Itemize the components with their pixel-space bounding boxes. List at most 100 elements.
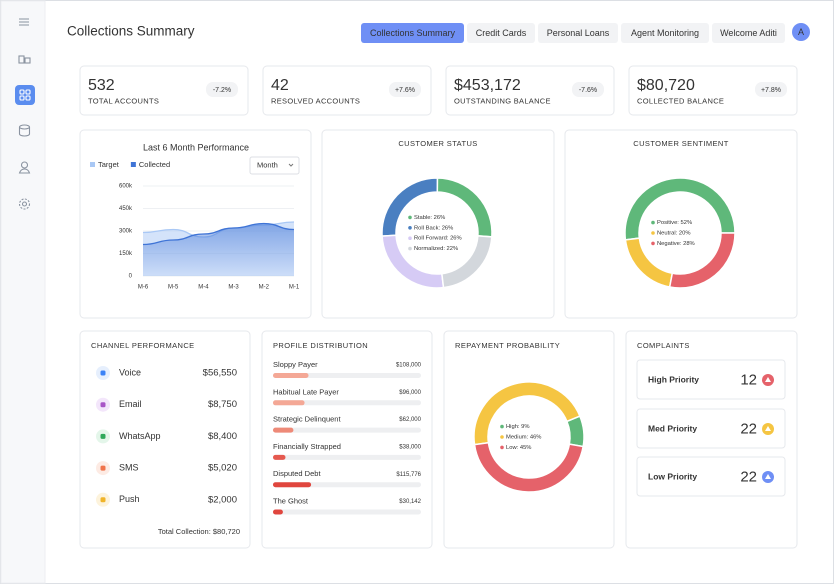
nav-icon[interactable] — [20, 161, 29, 169]
complaint-box — [636, 359, 786, 400]
section-title: COMPLAINTS — [637, 341, 690, 350]
profile-amount: $62,000 — [399, 417, 421, 423]
nav-icon[interactable] — [18, 198, 31, 210]
channel-name: Email — [119, 399, 142, 409]
dropdown[interactable] — [249, 156, 300, 175]
channel-name: Voice — [119, 367, 141, 377]
card — [261, 330, 433, 549]
legend-dot — [500, 424, 504, 429]
card — [628, 65, 798, 116]
donut-legend-label: Stable: 26% — [414, 215, 445, 221]
dropdown-caret[interactable] — [288, 163, 294, 167]
bar-track — [273, 373, 421, 378]
donut-legend-label: Positive: 52% — [657, 220, 692, 226]
x-tick-label: M-2 — [259, 285, 270, 291]
channel-amount: $56,550 — [203, 368, 237, 379]
legend-label: Collected — [139, 160, 170, 169]
bar-track — [273, 400, 421, 406]
y-tick-label: 150k — [119, 251, 133, 257]
tab-label[interactable]: Collections Summary — [370, 28, 456, 38]
channel-amount: $5,020 — [208, 463, 237, 474]
section-title: REPAYMENT PROBABILITY — [455, 341, 560, 350]
profile-name: Strategic Delinquent — [273, 415, 341, 424]
bar — [273, 400, 305, 406]
page-title: Collections Summary — [67, 24, 195, 39]
nav-active[interactable] — [15, 85, 35, 105]
profile-amount: $38,000 — [399, 444, 421, 450]
section-title: PROFILE DISTRIBUTION — [273, 341, 368, 350]
nav-icon[interactable] — [18, 55, 25, 64]
channel-amount: $8,400 — [208, 431, 237, 442]
avatar-initial[interactable]: A — [798, 27, 804, 37]
kpi-change-pill — [572, 82, 604, 97]
nav-icon[interactable] — [18, 127, 31, 137]
legend-dot — [651, 220, 655, 225]
kpi-value: $80,720 — [637, 77, 695, 94]
donut-legend-label: Normalized: 22% — [414, 246, 458, 252]
complaint-count: 12 — [740, 371, 757, 388]
bar — [273, 482, 312, 488]
profile-name: Disputed Debt — [273, 469, 321, 478]
tab[interactable] — [467, 23, 535, 43]
donut-legend-label: Neutral: 20% — [657, 231, 691, 237]
profile-name: Financially Strapped — [273, 442, 341, 451]
card — [79, 330, 251, 549]
tab-label[interactable]: Credit Cards — [476, 28, 527, 38]
channel-icon — [100, 370, 106, 376]
complaint-icon-glyph — [765, 377, 771, 382]
tab-label[interactable]: Personal Loans — [547, 28, 610, 38]
chart-title: Last 6 Month Performance — [143, 142, 249, 152]
bar — [273, 373, 309, 378]
bar-track — [273, 454, 421, 460]
tab[interactable] — [538, 23, 618, 43]
section-title: CHANNEL PERFORMANCE — [91, 341, 195, 350]
channel-name: WhatsApp — [119, 431, 161, 441]
channel-total: Total Collection: $80,720 — [158, 527, 240, 536]
card — [564, 129, 798, 319]
complaint-label: High Priority — [648, 374, 699, 384]
welcome: Welcome Aditi — [720, 28, 777, 38]
legend-swatch — [90, 162, 95, 167]
card — [262, 65, 432, 116]
legend-dot — [408, 226, 412, 230]
nav-icon[interactable] — [21, 201, 28, 207]
legend-label: Target — [98, 160, 120, 169]
bar-track — [273, 427, 421, 433]
legend-dot — [408, 215, 412, 220]
avatar[interactable] — [792, 23, 810, 41]
dropdown-label[interactable]: Month — [257, 160, 278, 169]
complaint-box — [636, 456, 786, 497]
channel-icon — [100, 465, 106, 471]
legend-dot — [408, 246, 412, 251]
tab[interactable] — [361, 23, 464, 43]
sidebar-icons[interactable] — [15, 18, 35, 210]
section-title: CUSTOMER SENTIMENT — [633, 139, 728, 148]
tab-label[interactable]: Agent Monitoring — [631, 28, 699, 38]
kpi-value: 42 — [271, 77, 289, 94]
profile-amount: $96,000 — [399, 390, 421, 396]
complaint-icon-glyph — [765, 426, 771, 431]
welcome-box — [712, 23, 785, 43]
bar — [273, 509, 283, 515]
kpi-value: $453,172 — [454, 77, 521, 94]
kpi-change: -7.2% — [213, 87, 231, 94]
channel-icon — [100, 497, 106, 503]
bar — [273, 454, 286, 460]
nav-icon[interactable] — [18, 168, 31, 174]
nav-icon[interactable] — [24, 57, 31, 64]
menu-icon[interactable] — [19, 18, 29, 26]
complaint-box — [636, 408, 786, 449]
profile-amount: $30,142 — [399, 499, 421, 505]
tab[interactable] — [621, 23, 709, 43]
profile-name: The Ghost — [273, 496, 309, 505]
complaint-count: 22 — [740, 468, 757, 485]
nav-icon[interactable] — [19, 89, 31, 101]
kpi-label: COLLECTED BALANCE — [637, 96, 724, 105]
donut-legend-label: Low: 45% — [506, 445, 531, 451]
x-tick-label: M-6 — [138, 285, 149, 291]
card — [79, 65, 249, 116]
kpi-change: +7.6% — [395, 87, 415, 94]
x-tick-label: M-3 — [228, 285, 239, 291]
channel-icon — [100, 433, 106, 439]
